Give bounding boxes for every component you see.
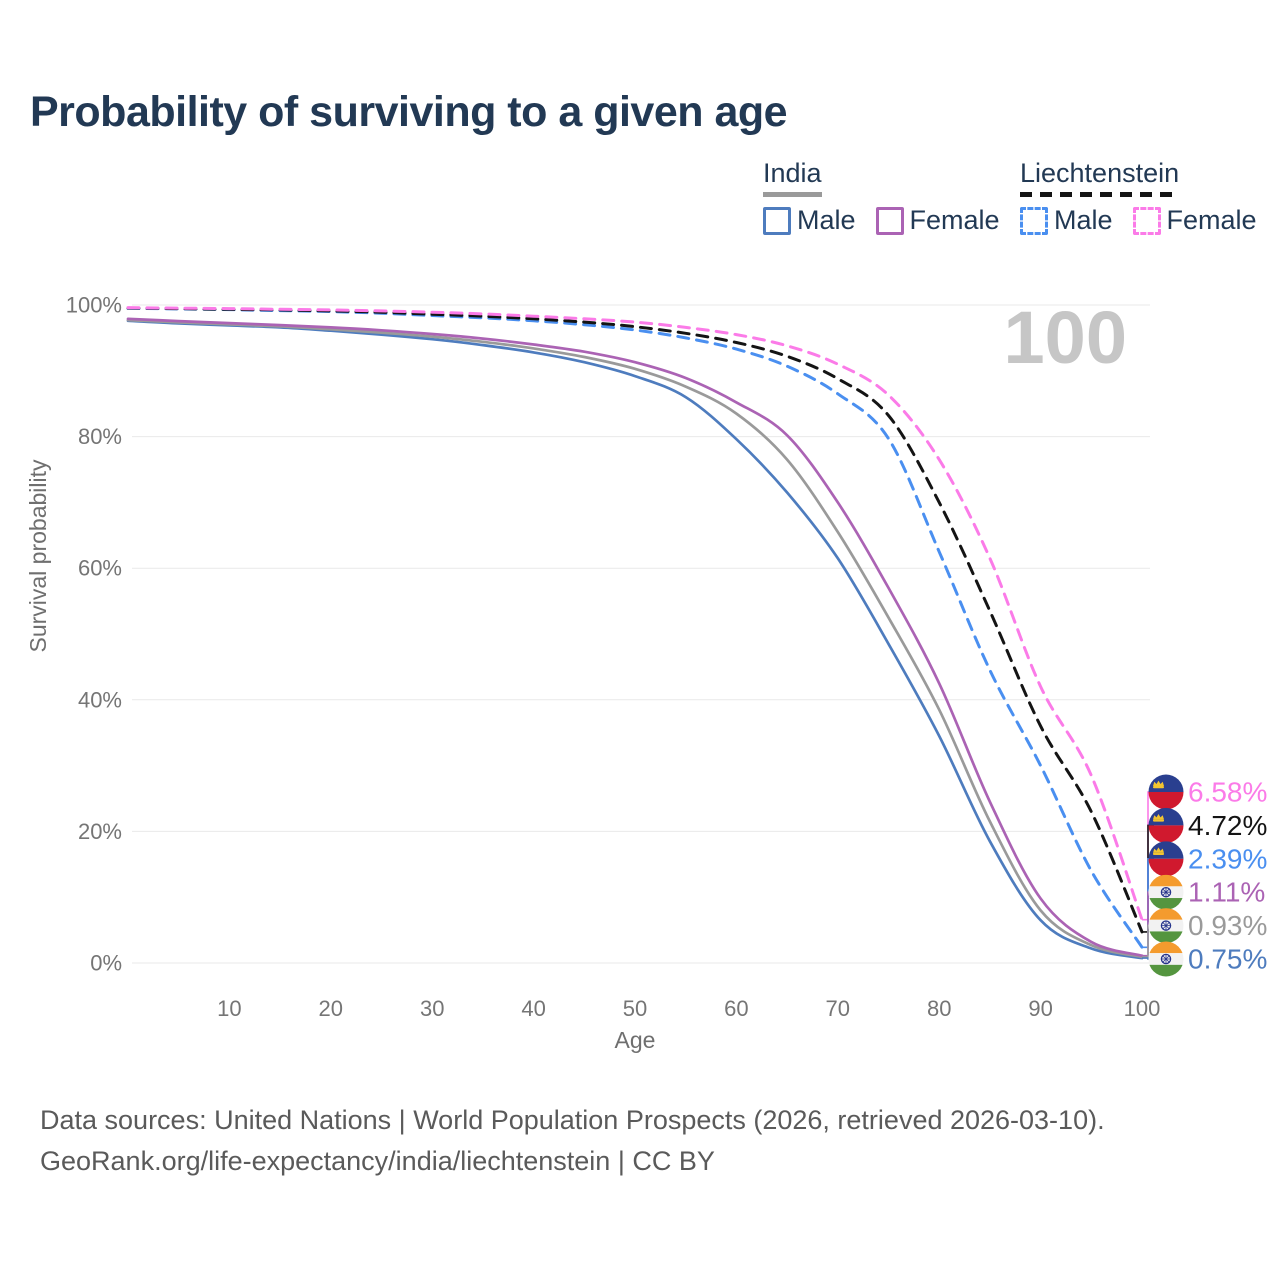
page-title: Probability of surviving to a given age [30, 88, 788, 136]
legend-country-india-label: India [763, 158, 822, 188]
y-tick-label: 80% [78, 424, 122, 449]
y-axis-title: Survival probability [25, 459, 51, 653]
data-sources-line: Data sources: United Nations | World Pop… [40, 1105, 1105, 1135]
end-value-label: 4.72% [1188, 810, 1267, 841]
end-value-label: 6.58% [1188, 777, 1267, 808]
x-tick-label: 90 [1028, 996, 1052, 1021]
india-female-label: Female [909, 205, 1000, 235]
end-value-label: 0.93% [1188, 910, 1267, 941]
liechtenstein-male-swatch [1020, 206, 1048, 235]
legend-group-liechtenstein: Liechtenstein Male Female [1020, 158, 1277, 236]
y-tick-label: 0% [90, 951, 122, 976]
x-axis-title: Age [615, 1027, 656, 1053]
x-tick-label: 60 [724, 996, 748, 1021]
curve-liechtenstein-male [126, 306, 1144, 949]
legend-country-liechtenstein[interactable]: Liechtenstein [1020, 158, 1180, 197]
y-tick-label: 100% [66, 293, 122, 318]
age-watermark: 100 [1004, 296, 1127, 379]
curve-liechtenstein-female [126, 306, 1144, 922]
india-male-swatch [763, 206, 791, 235]
india-flag-icon [1148, 874, 1184, 910]
footer: Data sources: United Nations | World Pop… [40, 1100, 1105, 1182]
x-tick-label: 30 [420, 996, 444, 1021]
india-female-swatch [875, 206, 904, 235]
legend-item-liechtenstein-male[interactable]: Male [1020, 205, 1113, 236]
legend-item-india-female[interactable]: Female [875, 205, 1000, 236]
legend-country-india[interactable]: India [763, 158, 822, 197]
curve-india-female [126, 317, 1144, 958]
liechtenstein-flag-icon [1148, 774, 1184, 810]
end-value-label: 0.75% [1188, 944, 1267, 975]
india-line-sample [763, 192, 822, 197]
x-tick-label: 80 [927, 996, 951, 1021]
y-tick-label: 20% [78, 819, 122, 844]
x-tick-label: 20 [319, 996, 343, 1021]
end-value-label: 2.39% [1188, 843, 1267, 874]
x-tick-label: 10 [217, 996, 241, 1021]
liechtenstein-line-sample [1020, 192, 1180, 197]
india-male-label: Male [797, 205, 856, 235]
x-tick-label: 50 [623, 996, 647, 1021]
legend-row-india: Male Female [763, 205, 1020, 236]
curve-india-both-sexes- [126, 318, 1144, 959]
attribution-line: GeoRank.org/life-expectancy/india/liecht… [40, 1146, 715, 1176]
end-value-label: 1.11% [1188, 877, 1265, 908]
liechtenstein-female-swatch [1132, 206, 1161, 235]
legend-country-liechtenstein-label: Liechtenstein [1020, 158, 1180, 188]
liechtenstein-flag-icon [1148, 807, 1184, 843]
legend-item-india-male[interactable]: Male [763, 205, 856, 236]
y-tick-label: 60% [78, 556, 122, 581]
legend-row-liechtenstein: Male Female [1020, 205, 1277, 236]
y-tick-label: 40% [78, 687, 122, 712]
liechtenstein-flag-icon [1148, 841, 1184, 877]
curve-india-male [126, 319, 1144, 960]
india-flag-icon [1148, 941, 1184, 977]
x-tick-label: 70 [826, 996, 850, 1021]
curve-liechtenstein-both-sexes- [126, 306, 1144, 934]
x-tick-label: 100 [1124, 996, 1161, 1021]
legend-item-liechtenstein-female[interactable]: Female [1132, 205, 1257, 236]
india-flag-icon [1148, 908, 1184, 944]
legend-group-india: India Male Female [763, 158, 1020, 236]
x-tick-label: 40 [521, 996, 545, 1021]
liechtenstein-male-label: Male [1054, 205, 1113, 235]
liechtenstein-female-label: Female [1166, 205, 1257, 235]
